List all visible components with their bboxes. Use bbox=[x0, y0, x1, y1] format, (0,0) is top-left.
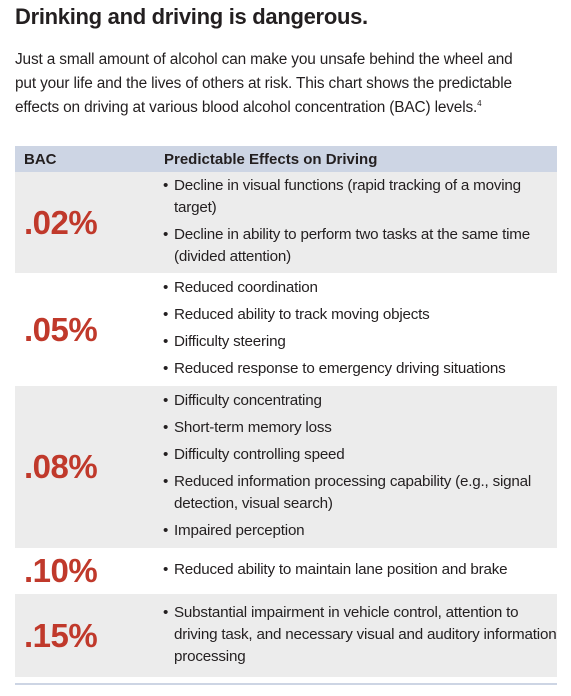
effects-list: • Difficulty concentrating • Short-term mem… bbox=[153, 388, 557, 546]
effect-text: Decline in ability to perform two tasks … bbox=[174, 226, 530, 265]
bullet-icon: • bbox=[163, 392, 169, 409]
effects-cell: • Substantial impairment in vehicle contr… bbox=[153, 593, 557, 677]
table-row: .05% • Reduced coordination • Reduced abilit… bbox=[15, 274, 557, 386]
bullet-icon: • bbox=[163, 603, 169, 621]
bullet-icon: • bbox=[163, 561, 169, 578]
bullet-icon: • bbox=[163, 226, 169, 243]
effect-item: • Reduced coordination bbox=[163, 277, 557, 299]
effect-item: • Decline in visual functions (rapid trac… bbox=[163, 175, 557, 219]
bullet-icon: • bbox=[163, 279, 169, 296]
effects-cell: • Reduced coordination • Reduced ability to… bbox=[153, 274, 557, 386]
table-row: .10% • Reduced ability to maintain lane po… bbox=[15, 549, 557, 594]
effect-text: Reduced ability to track moving objects bbox=[174, 306, 430, 323]
effect-item: • Reduced information processing capabili… bbox=[163, 471, 557, 515]
intro-line: effects on driving at various blood alco… bbox=[15, 96, 563, 120]
effects-cell: • Difficulty concentrating • Short-term mem… bbox=[153, 385, 557, 550]
bac-value: .08% bbox=[15, 385, 153, 550]
effect-item: • Short-term memory loss bbox=[163, 417, 557, 439]
bac-value: .15% bbox=[15, 593, 153, 677]
effect-item: • Reduced response to emergency driving s… bbox=[163, 358, 557, 380]
effect-text: Reduced coordination bbox=[174, 279, 318, 296]
effects-list: • Decline in visual functions (rapid trac… bbox=[153, 173, 557, 272]
table-body: .02% • Decline in visual functions (rapid … bbox=[15, 172, 557, 677]
table-bottom-rule bbox=[15, 683, 557, 685]
intro-line: put your life and the lives of others at… bbox=[15, 75, 512, 92]
table-row: .02% • Decline in visual functions (rapid … bbox=[15, 172, 557, 275]
effects-list: • Reduced coordination • Reduced ability to… bbox=[153, 275, 557, 384]
effect-text: Reduced information processing capabilit… bbox=[174, 473, 532, 512]
effect-text: Decline in visual functions (rapid track… bbox=[174, 177, 521, 216]
table-row: .15% • Substantial impairment in vehicle c… bbox=[15, 593, 557, 677]
effect-text: Substantial impairment in vehicle contro… bbox=[174, 603, 557, 665]
effect-item: • Reduced ability to maintain lane positi… bbox=[163, 559, 557, 581]
bullet-icon: • bbox=[163, 306, 169, 323]
effects-list: • Reduced ability to maintain lane positi… bbox=[153, 557, 557, 585]
bac-value: .02% bbox=[15, 172, 153, 275]
table-header: BAC Predictable Effects on Driving bbox=[15, 146, 557, 172]
effects-cell: • Decline in visual functions (rapid trac… bbox=[153, 172, 557, 275]
footnote-marker: 4 bbox=[477, 98, 482, 108]
page-title: Drinking and driving is dangerous. bbox=[15, 4, 368, 29]
effect-item: • Difficulty concentrating bbox=[163, 390, 557, 412]
effect-text: Impaired perception bbox=[174, 522, 305, 539]
column-header-effects: Predictable Effects on Driving bbox=[153, 146, 557, 172]
bullet-icon: • bbox=[163, 333, 169, 350]
effect-text: Difficulty steering bbox=[174, 333, 286, 350]
effects-cell: • Reduced ability to maintain lane positi… bbox=[153, 549, 557, 594]
effect-text: Reduced ability to maintain lane positio… bbox=[174, 561, 508, 578]
effect-item: • Difficulty steering bbox=[163, 331, 557, 353]
effect-item: • Substantial impairment in vehicle contr… bbox=[163, 602, 557, 668]
bac-effects-table: BAC Predictable Effects on Driving .02% •… bbox=[15, 146, 557, 677]
table-row: .08% • Difficulty concentrating • Short-term… bbox=[15, 385, 557, 550]
effect-text: Reduced response to emergency driving si… bbox=[174, 360, 506, 377]
effect-item: • Difficulty controlling speed bbox=[163, 444, 557, 466]
intro-line-text: effects on driving at various blood alco… bbox=[15, 99, 478, 116]
effect-text: Short-term memory loss bbox=[174, 419, 332, 436]
effect-text: Difficulty controlling speed bbox=[174, 446, 345, 463]
bac-value: .05% bbox=[15, 274, 153, 386]
bullet-icon: • bbox=[163, 360, 169, 377]
bac-value: .10% bbox=[15, 549, 153, 594]
column-header-bac: BAC bbox=[15, 146, 153, 172]
effects-list: • Substantial impairment in vehicle contr… bbox=[153, 600, 557, 672]
effect-item: • Impaired perception bbox=[163, 520, 557, 542]
intro-line: Just a small amount of alcohol can make … bbox=[15, 51, 513, 68]
bullet-icon: • bbox=[163, 446, 169, 463]
bullet-icon: • bbox=[163, 419, 169, 436]
bullet-icon: • bbox=[163, 177, 169, 194]
effect-text: Difficulty concentrating bbox=[174, 392, 322, 409]
effect-item: • Reduced ability to track moving objects bbox=[163, 304, 557, 326]
effect-item: • Decline in ability to perform two tasks… bbox=[163, 224, 557, 268]
bullet-icon: • bbox=[163, 473, 169, 490]
bullet-icon: • bbox=[163, 522, 169, 539]
intro-paragraph: Just a small amount of alcohol can make … bbox=[15, 48, 563, 120]
